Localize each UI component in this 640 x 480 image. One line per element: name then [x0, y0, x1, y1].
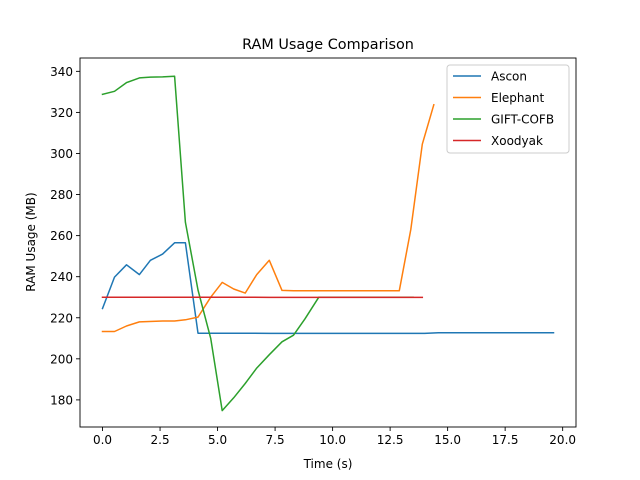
- x-tick-label: 12.5: [377, 433, 404, 447]
- x-tick-label: 15.0: [434, 433, 461, 447]
- x-axis-ticks: 0.0 2.5 5.0 7.5 10.0 12.5 15.0 17.5 20.0: [93, 427, 576, 447]
- x-tick-label: 17.5: [492, 433, 519, 447]
- y-tick-label: 180: [50, 393, 73, 407]
- y-tick-label: 220: [50, 311, 73, 325]
- y-axis-label: RAM Usage (MB): [24, 192, 38, 291]
- y-tick-label: 240: [50, 270, 73, 284]
- series-line-ascon: [101, 242, 555, 335]
- y-tick-label: 340: [50, 65, 73, 79]
- x-tick-label: 5.0: [208, 433, 227, 447]
- x-tick-label: 10.0: [319, 433, 346, 447]
- x-tick-label: 2.5: [151, 433, 170, 447]
- legend-label: Xoodyak: [491, 134, 543, 148]
- legend: Ascon Elephant GIFT-COFB Xoodyak: [446, 64, 570, 154]
- legend-box: [446, 64, 570, 154]
- legend-label: Ascon: [491, 70, 527, 84]
- y-tick-label: 200: [50, 352, 73, 366]
- y-axis-ticks: 180 200 220 240 260 280 300 320 340: [50, 65, 80, 407]
- y-tick-label: 300: [50, 147, 73, 161]
- y-tick-label: 260: [50, 229, 73, 243]
- x-axis-label: Time (s): [303, 457, 353, 471]
- plot-frame: [79, 57, 577, 428]
- x-tick-label: 0.0: [93, 433, 112, 447]
- y-tick-label: 320: [50, 106, 73, 120]
- x-tick-label: 7.5: [266, 433, 285, 447]
- series-line-elephant: [101, 103, 435, 333]
- x-tick-label: 20.0: [549, 433, 576, 447]
- y-tick-label: 280: [50, 188, 73, 202]
- legend-label: Elephant: [491, 91, 544, 105]
- legend-label: GIFT-COFB: [491, 113, 554, 127]
- axes: [79, 57, 577, 428]
- chart-title: RAM Usage Comparison: [242, 37, 414, 53]
- series-lines: [101, 75, 555, 412]
